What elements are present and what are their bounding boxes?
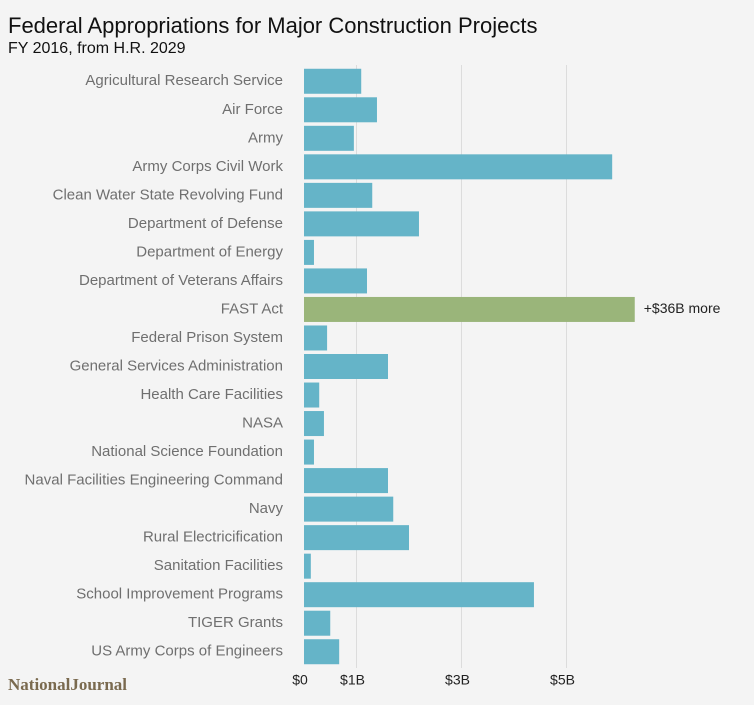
- category-label: Navy: [249, 500, 284, 517]
- category-label: Department of Defense: [128, 215, 283, 232]
- category-label: Department of Veterans Affairs: [79, 272, 283, 289]
- chart-title: Federal Appropriations for Major Constru…: [8, 13, 537, 38]
- bar: [304, 439, 314, 465]
- bar: [304, 68, 362, 94]
- x-tick-label: $3B: [445, 672, 470, 688]
- category-label: Department of Energy: [136, 243, 283, 260]
- category-label: Naval Facilities Engineering Command: [25, 472, 283, 489]
- category-label: Sanitation Facilities: [154, 557, 283, 574]
- bar: [304, 553, 311, 579]
- category-label: Army Corps Civil Work: [132, 158, 283, 175]
- bar: [304, 97, 377, 123]
- bar: [304, 582, 534, 608]
- category-label: Federal Prison System: [131, 329, 283, 346]
- category-label: Clean Water State Revolving Fund: [53, 186, 283, 203]
- category-label: Army: [248, 129, 283, 146]
- bar: [304, 411, 324, 437]
- category-label: NASA: [242, 415, 283, 432]
- category-label: Health Care Facilities: [140, 386, 283, 403]
- source-logo: NationalJournal: [8, 675, 127, 694]
- x-tick-label: $5B: [550, 672, 575, 688]
- category-label: Air Force: [222, 101, 283, 118]
- x-tick-label: $0: [292, 672, 308, 688]
- bar: [304, 610, 331, 636]
- category-label: National Science Foundation: [91, 443, 283, 460]
- category-label: Agricultural Research Service: [85, 72, 283, 89]
- bar: [304, 239, 314, 265]
- x-tick-label: $1B: [340, 672, 365, 688]
- bar: [304, 268, 367, 294]
- category-label: Rural Electricification: [143, 529, 283, 546]
- bar: [304, 211, 419, 237]
- category-label: School Improvement Programs: [76, 586, 283, 603]
- chart-subtitle: FY 2016, from H.R. 2029: [8, 40, 186, 57]
- bar: [304, 325, 328, 351]
- bar: [304, 525, 409, 551]
- bar: [304, 496, 394, 522]
- category-label: General Services Administration: [70, 357, 283, 374]
- category-label: US Army Corps of Engineers: [91, 643, 283, 660]
- category-label: FAST Act: [221, 300, 284, 317]
- bar: [304, 468, 388, 494]
- bar: [304, 154, 613, 180]
- bar: [304, 182, 373, 208]
- category-label: TIGER Grants: [188, 614, 283, 631]
- bar: [304, 354, 388, 379]
- bar: [304, 296, 635, 322]
- bar: [304, 382, 320, 408]
- bar: [304, 639, 340, 665]
- bar: [304, 125, 354, 151]
- annotation: +$36B more: [644, 300, 721, 316]
